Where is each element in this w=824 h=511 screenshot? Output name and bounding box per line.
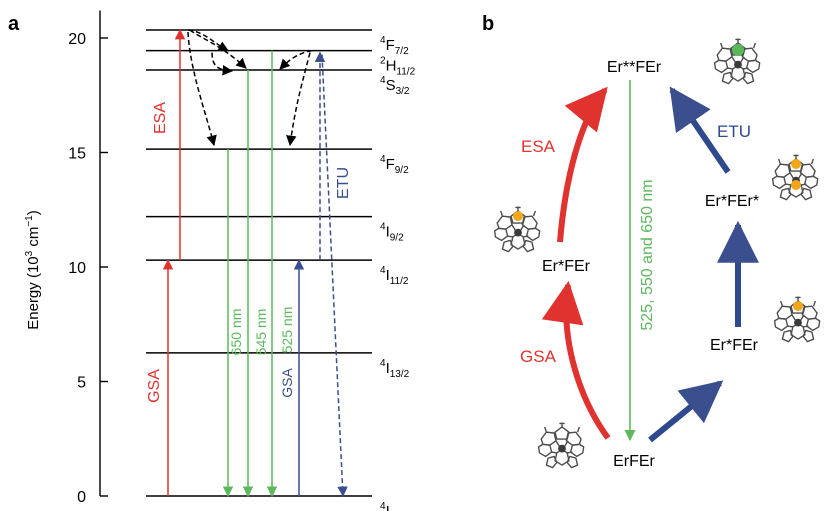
nr-f7-to-s3-arrow [189,29,247,69]
state-mid-left: Er*FEr [542,258,591,275]
level-term-label: 4F9/2 [380,154,409,176]
level-term-label: 2H11/2 [380,56,416,78]
molecule-icon-mid-left [493,205,541,253]
level-term-label: 4I13/2 [380,358,410,380]
esa-arrow [557,86,608,243]
level-term-label: 4F7/2 [380,35,409,57]
emission-545-label: 545 nm [253,309,269,356]
etu-arrow-upper [669,86,731,174]
molecule-icon-low-right [773,295,821,343]
level-term-label: 4I15/2 [380,501,410,511]
etu-label: ETU [335,167,352,199]
nr-s3-dashed [211,52,234,76]
state-bottom: ErFEr [613,453,655,470]
level-term-label: 4S3/2 [380,75,410,97]
esa-process-label: ESA [521,137,556,156]
energy-levels: 4I15/2 4I13/2 4I11/2 4I9/2 4F9/2 4S3/22H11/24… [146,29,416,511]
etu-arrow-lower [648,380,724,443]
y-axis-title: Energy (103 cm−1) [24,210,42,330]
nr-f7-to-f9-arrow [187,31,217,147]
gsa-blue-label: GSA [279,368,295,398]
gsa-arrow [541,280,611,440]
panel-b-label: b [482,13,494,35]
level-term-label: 4I11/2 [380,265,409,287]
etu-down-arrow [321,54,348,498]
y-tick-label: 15 [68,146,86,163]
etu-process-label: ETU [717,122,751,141]
y-tick-label: 10 [68,260,86,277]
emission-process-label: 525, 550 and 650 nm [639,179,656,330]
nr-h11-to-s3-arrow [279,49,313,70]
y-tick-label: 20 [68,31,86,48]
nr-h11-to-f9-arrow [286,52,311,147]
transition-arrows [162,28,348,498]
y-tick-label: 0 [77,489,86,506]
y-tick-label: 5 [77,375,86,392]
molecule-icon-mid-right [771,153,819,201]
esa-label: ESA [152,102,169,134]
molecule-icon-top [713,37,761,85]
state-top: Er**FEr [607,59,662,76]
gsa-red-label: GSA [146,369,163,403]
energy-axis: 0 5 10 15 20 [68,10,108,506]
gsa-process-label: GSA [520,347,557,366]
emission-650-label: 650 nm [228,309,244,356]
state-low-right: Er*FEr [710,337,759,354]
state-mid-right: Er*FEr* [705,193,759,210]
panel-a-label: a [8,13,20,35]
emission-525-label: 525 nm [279,307,295,354]
molecule-icon-bottom [537,421,585,469]
level-term-label: 4I9/2 [380,222,404,244]
